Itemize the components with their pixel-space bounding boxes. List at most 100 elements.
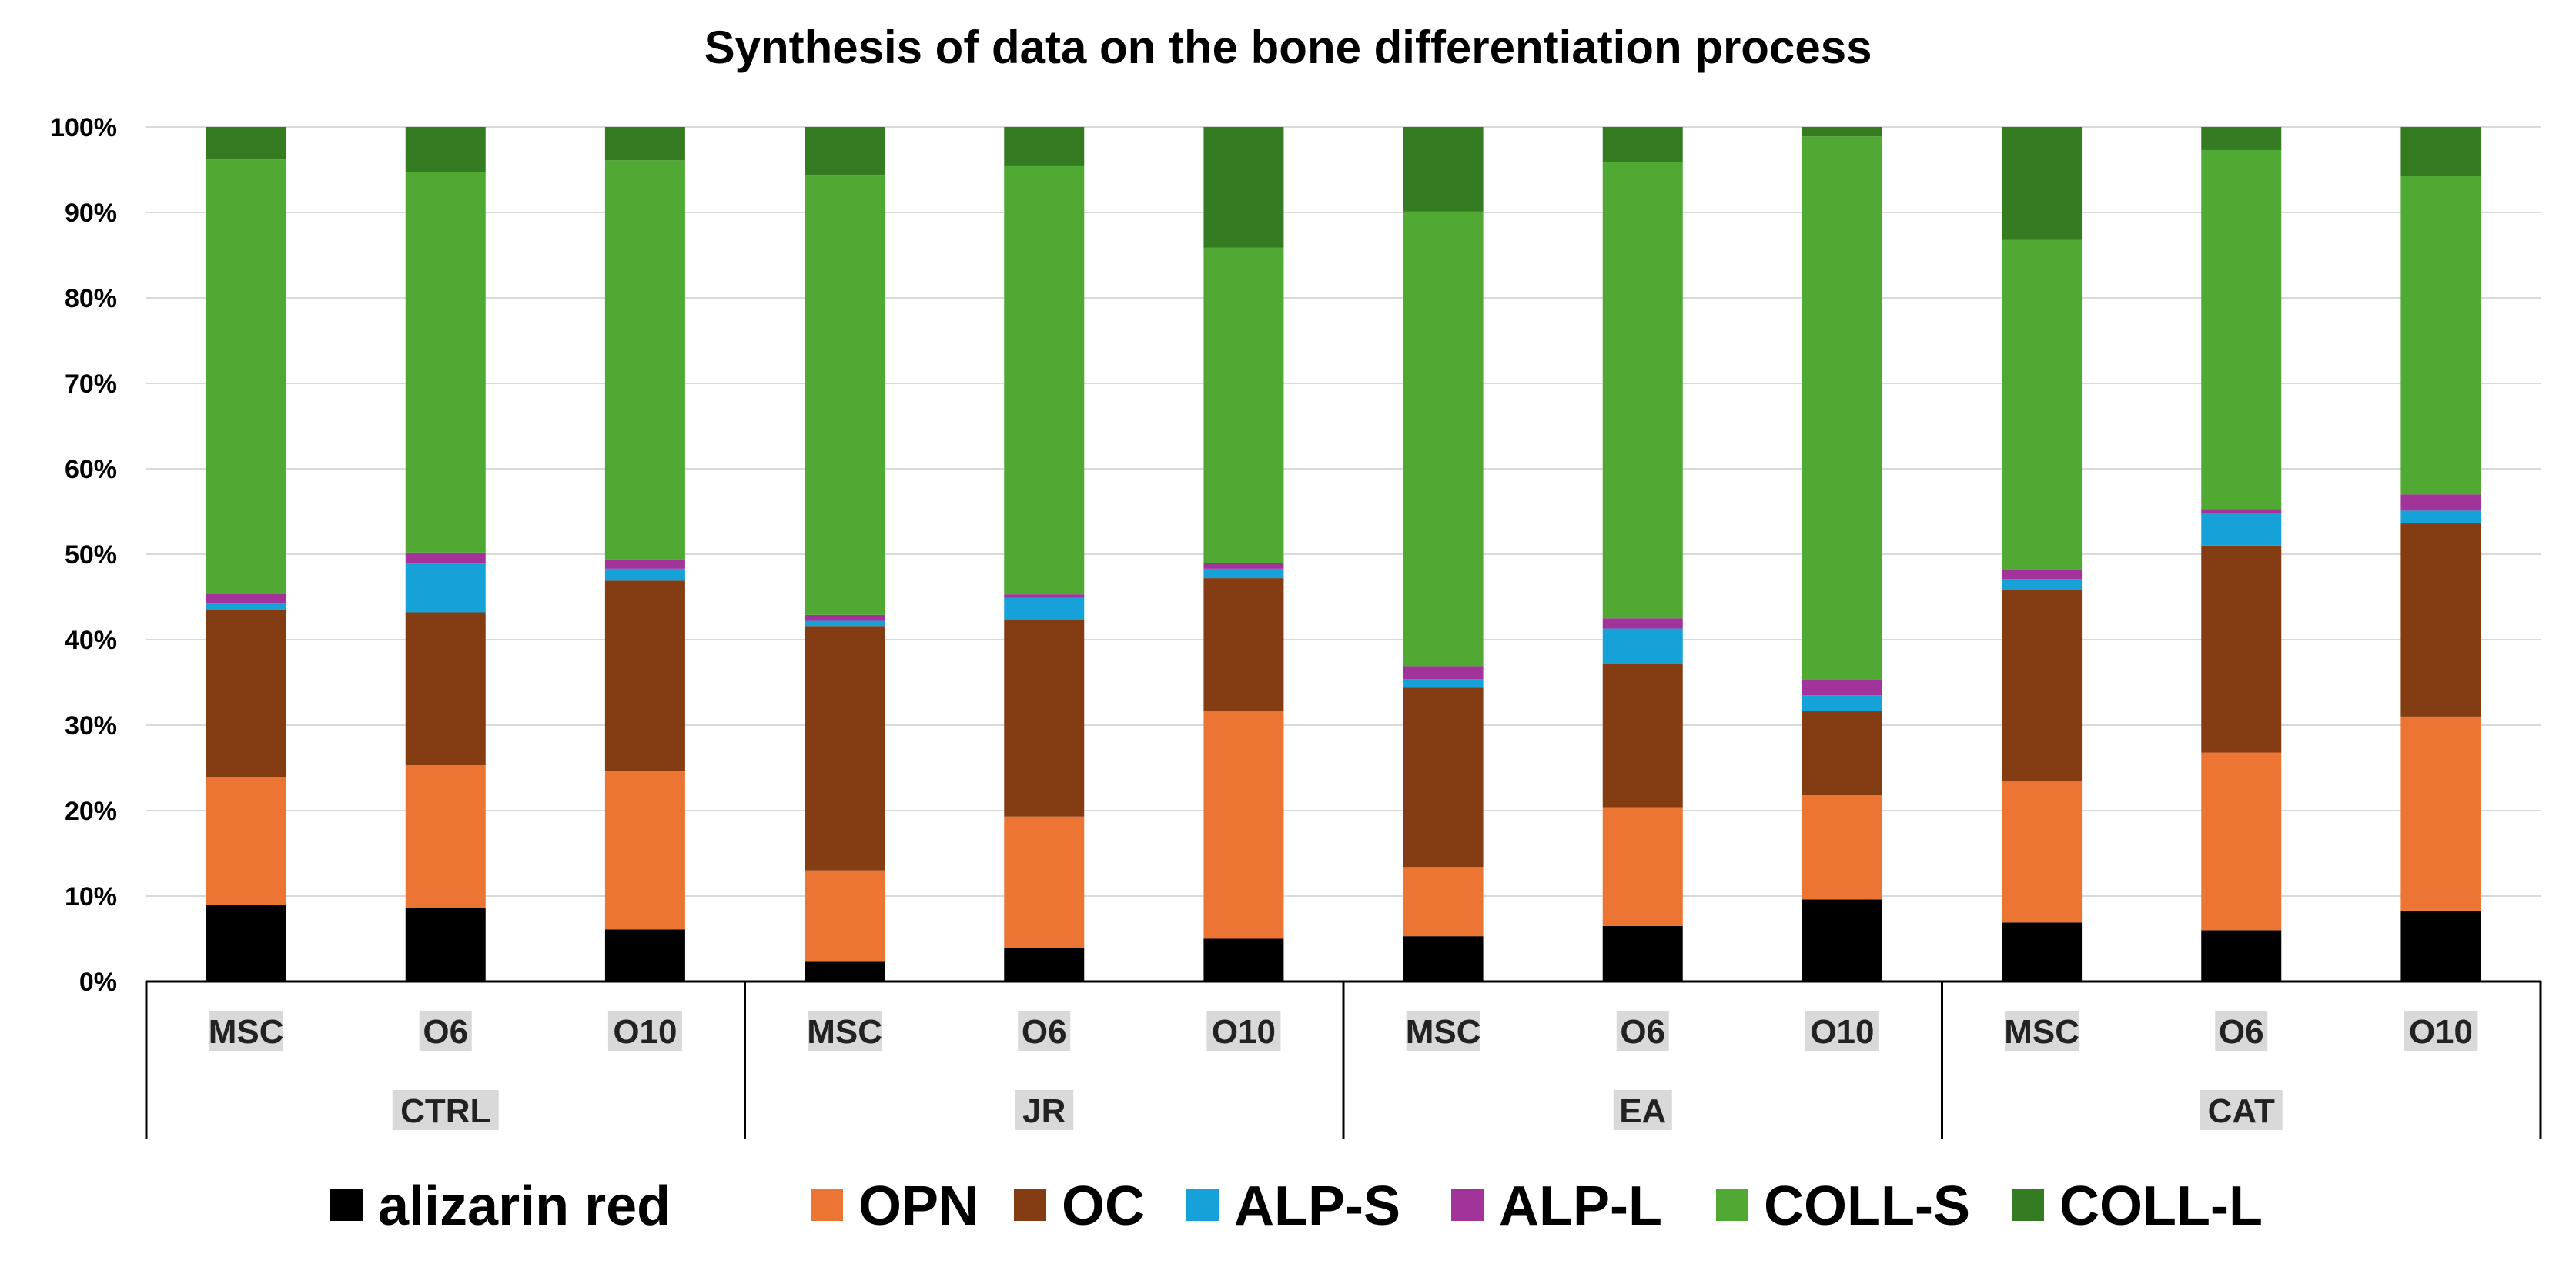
bar-segment: [1602, 162, 1683, 619]
bar-segment: [1802, 711, 1882, 796]
bar-stack: [405, 127, 486, 981]
category-label: O10: [1810, 1013, 1874, 1051]
bar-segment: [206, 603, 286, 610]
bar-segment: [1602, 664, 1683, 808]
y-tick-label: 40%: [65, 626, 117, 655]
bar-stack: [1602, 127, 1683, 981]
bars: [206, 127, 2481, 981]
gridlines: [146, 126, 2541, 897]
bar-stack: [2002, 127, 2083, 981]
category-label: O6: [423, 1013, 468, 1051]
bar-segment: [1802, 680, 1882, 696]
category-label: O10: [2409, 1013, 2473, 1051]
category-label-bg: [2404, 1011, 2478, 1051]
group-label: EA: [1619, 1092, 1666, 1130]
bar-segment: [2400, 510, 2481, 524]
category-label: MSC: [209, 1013, 284, 1051]
category-label-bg: [2215, 1011, 2268, 1051]
bar-segment: [2201, 127, 2282, 150]
legend-item: COLL-S: [1716, 1175, 1970, 1237]
bar-segment: [405, 552, 486, 564]
category-label-bg: [1616, 1011, 1669, 1051]
bar-segment: [805, 175, 885, 615]
bar-segment: [1004, 597, 1085, 620]
group-label-bg: [1613, 1090, 1672, 1130]
bar-segment: [805, 961, 885, 981]
legend-item: OPN: [811, 1175, 979, 1237]
bar-segment: [604, 568, 685, 581]
bar-segment: [604, 580, 685, 771]
bar-segment: [405, 172, 486, 553]
bar-segment: [1403, 936, 1484, 981]
bar-segment: [2400, 127, 2481, 176]
bar-segment: [1802, 127, 1882, 137]
bar-segment: [2201, 149, 2282, 510]
legend-label: COLL-S: [1764, 1175, 1970, 1237]
category-label-bg: [1805, 1011, 1879, 1051]
x-axis: MSC O6 O10 MSC O6 O10 MSC O6 O10 MSC O6 O10 CTRL JR EA…: [145, 980, 2542, 1139]
bar-segment: [1602, 807, 1683, 926]
bar-segment: [405, 563, 486, 613]
legend-swatch: [1014, 1189, 1046, 1221]
bar-segment: [206, 610, 286, 777]
bar-segment: [1203, 938, 1284, 981]
bar-segment: [2002, 922, 2083, 981]
legend-label: OC: [1062, 1175, 1145, 1237]
group-label-bg: [2200, 1090, 2283, 1130]
bar-segment: [1403, 666, 1484, 680]
legend-swatch: [1451, 1189, 1484, 1221]
bar-segment: [2002, 569, 2083, 580]
bar-segment: [2201, 509, 2282, 513]
y-tick-label: 70%: [65, 370, 117, 399]
bar-segment: [805, 614, 885, 621]
bar-stack: [1203, 127, 1284, 981]
bar-stack: [206, 127, 286, 981]
bar-stack: [2400, 127, 2481, 981]
category-label-bg: [808, 1011, 882, 1051]
category-label: O6: [1620, 1013, 1665, 1051]
legend-swatch: [2012, 1189, 2044, 1221]
legend-label: ALP-S: [1234, 1175, 1400, 1237]
category-label: O6: [2219, 1013, 2264, 1051]
bar-segment: [1802, 795, 1882, 900]
bar-segment: [2201, 752, 2282, 931]
category-label: MSC: [1406, 1013, 1481, 1051]
bar-segment: [1602, 628, 1683, 664]
bar-segment: [2201, 545, 2282, 753]
bar-segment: [1602, 925, 1683, 981]
legend-item: ALP-L: [1451, 1175, 1662, 1237]
category-label: MSC: [2004, 1013, 2079, 1051]
bar-segment: [805, 620, 885, 627]
legend-item: alizarin red: [330, 1175, 671, 1237]
bar-segment: [1403, 127, 1484, 212]
group-label-bg: [392, 1090, 499, 1130]
y-tick-label: 20%: [65, 797, 117, 826]
bar-segment: [206, 905, 286, 981]
bar-segment: [2201, 513, 2282, 546]
bar-segment: [405, 908, 486, 981]
bar-segment: [1004, 816, 1085, 948]
legend-swatch: [811, 1189, 843, 1221]
bar-segment: [2002, 590, 2083, 782]
category-label-bg: [607, 1011, 682, 1051]
category-label-bg: [1406, 1011, 1480, 1051]
bar-stack: [805, 127, 885, 981]
category-label-bg: [1206, 1011, 1281, 1051]
y-tick-label: 80%: [65, 284, 117, 313]
bar-segment: [1004, 165, 1085, 595]
bar-segment: [405, 765, 486, 908]
bar-segment: [1004, 620, 1085, 817]
bar-segment: [1403, 867, 1484, 937]
bar-segment: [604, 559, 685, 569]
bar-segment: [405, 612, 486, 766]
y-tick-label: 90%: [65, 199, 117, 228]
y-tick-label: 0%: [79, 968, 117, 997]
bar-segment: [405, 127, 486, 172]
bar-segment: [2002, 239, 2083, 570]
category-label: O10: [1212, 1013, 1276, 1051]
bar-stack: [604, 127, 685, 981]
bar-segment: [805, 870, 885, 962]
legend-label: COLL-L: [2059, 1175, 2263, 1237]
bar-segment: [206, 594, 286, 604]
bar-segment: [1004, 127, 1085, 166]
